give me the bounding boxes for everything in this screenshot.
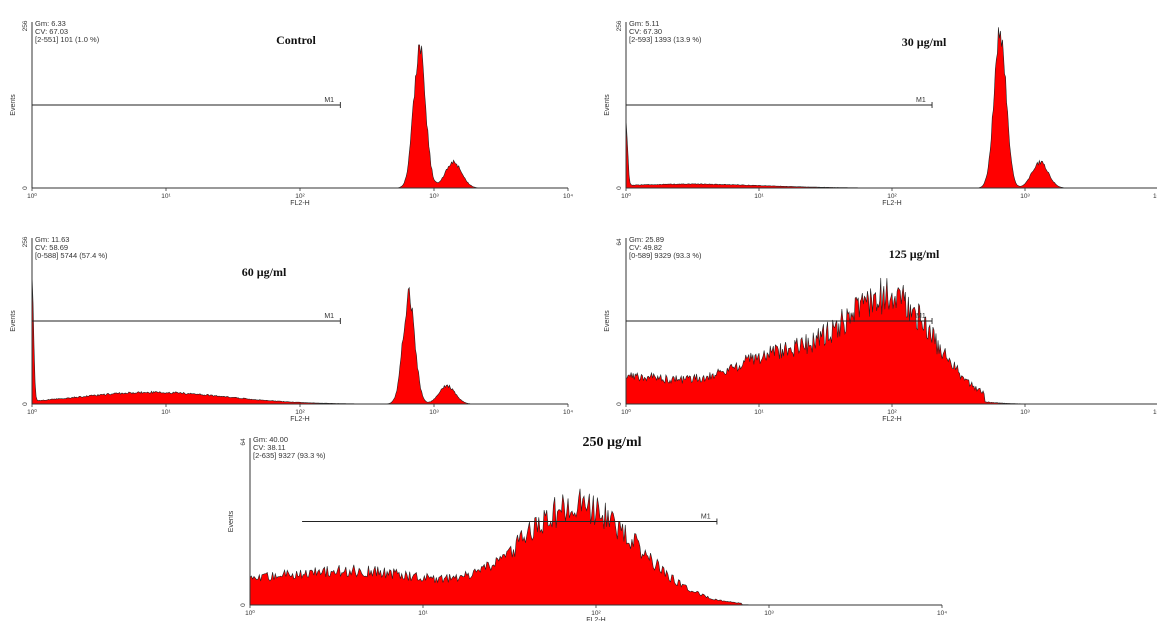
stats-gm: Gm: 5.11 [629, 19, 659, 28]
y-tick-label: 256 [22, 236, 29, 247]
histogram-area [625, 27, 1157, 189]
histogram-panel-1: 10⁰ 10¹ 10² 10³ 10⁴ 0 256 FL2-H Events M1 Gm: 6.33… [0, 12, 580, 212]
histogram-panel-2: 10⁰ 10¹ 10² 10³ 10⁴ 0 256 FL2-H Events M1 Gm: 5.11… [596, 12, 1157, 212]
x-tick-label: 10² [295, 409, 305, 416]
y-axis-title: Events [604, 310, 611, 332]
y-tick-label: 64 [616, 238, 623, 246]
x-tick-label: 10⁴ [937, 610, 947, 617]
histogram-area [249, 488, 942, 606]
stats-cv: CV: 58.69 [35, 243, 68, 252]
y-tick-label: 0 [616, 402, 623, 406]
x-axis-title: FL2-H [882, 200, 901, 207]
y-tick-label: 0 [22, 402, 29, 406]
x-tick-label: 10¹ [754, 409, 764, 416]
y-axis-title: Events [10, 310, 17, 332]
y-tick-label: 64 [240, 438, 247, 446]
x-axis-title: FL2-H [290, 416, 309, 423]
stats-gate: [2-635] 9327 (93.3 %) [253, 451, 326, 460]
histogram-svg: 10⁰ 10¹ 10² 10³ 10⁴ 0 256 FL2-H Events M1 Gm: 11.6… [10, 235, 573, 423]
x-tick-label: 10² [295, 193, 305, 200]
panel-title: 30 µg/ml [902, 35, 947, 49]
m1-marker-label: M1 [916, 97, 926, 104]
m1-marker-label: M1 [916, 313, 926, 320]
stats-gm: Gm: 6.33 [35, 19, 66, 28]
histogram-area [625, 277, 1157, 405]
y-tick-label: 0 [22, 186, 29, 190]
histogram-panel-5: 10⁰ 10¹ 10² 10³ 10⁴ 0 64 FL2-H Events M1 Gm: 40.00… [222, 428, 962, 621]
m1-marker-label: M1 [324, 313, 334, 320]
stats-gate: [0-589] 9329 (93.3 %) [629, 251, 702, 260]
panel-title: 250 µg/ml [582, 435, 641, 450]
x-axis-title: FL2-H [586, 617, 605, 621]
histogram-svg: 10⁰ 10¹ 10² 10³ 10⁴ 0 64 FL2-H Events M1 Gm: 40.00… [228, 435, 947, 621]
histogram-area [31, 273, 568, 405]
x-tick-label: 10⁰ [245, 609, 255, 617]
histogram-svg: 10⁰ 10¹ 10² 10³ 10⁴ 0 256 FL2-H Events M1 Gm: 5.11… [604, 19, 1157, 207]
histogram-svg: 10⁰ 10¹ 10² 10³ 10⁴ 0 64 FL2-H Events M1 Gm: 25.89… [604, 235, 1157, 423]
x-tick-label: 10² [887, 409, 897, 416]
x-tick-label: 10⁰ [27, 408, 37, 416]
stats-cv: CV: 49.82 [629, 243, 662, 252]
stats-gate: [2-593] 1393 (13.9 %) [629, 35, 702, 44]
m1-marker-label: M1 [701, 514, 711, 521]
stats-cv: CV: 67.30 [629, 27, 662, 36]
x-tick-label: 10⁴ [1153, 409, 1157, 416]
x-tick-label: 10³ [1020, 193, 1030, 200]
x-axis-title: FL2-H [882, 416, 901, 423]
x-tick-label: 10³ [429, 409, 439, 416]
x-tick-label: 10¹ [161, 193, 171, 200]
stats-gate: [2-551] 101 (1.0 %) [35, 35, 100, 44]
histogram-panel-3: 10⁰ 10¹ 10² 10³ 10⁴ 0 256 FL2-H Events M1 Gm: 11.6… [0, 228, 580, 428]
x-tick-label: 10⁰ [621, 192, 631, 200]
x-tick-label: 10⁴ [1153, 193, 1157, 200]
histogram-area [32, 44, 568, 189]
x-tick-label: 10² [591, 610, 601, 617]
panel-title: 60 µg/ml [242, 265, 287, 279]
stats-cv: CV: 67.03 [35, 27, 68, 36]
histogram-panel-4: 10⁰ 10¹ 10² 10³ 10⁴ 0 64 FL2-H Events M1 Gm: 25.89… [596, 228, 1157, 428]
histogram-svg: 10⁰ 10¹ 10² 10³ 10⁴ 0 256 FL2-H Events M1 Gm: 6.33… [10, 19, 573, 207]
x-tick-label: 10³ [429, 193, 439, 200]
x-tick-label: 10⁴ [563, 193, 573, 200]
x-tick-label: 10¹ [418, 610, 428, 617]
stats-gm: Gm: 40.00 [253, 435, 288, 444]
x-tick-label: 10² [887, 193, 897, 200]
x-tick-label: 10⁴ [563, 409, 573, 416]
stats-gm: Gm: 11.63 [35, 235, 69, 244]
stats-cv: CV: 38.11 [253, 443, 286, 452]
x-tick-label: 10³ [764, 610, 774, 617]
y-tick-label: 256 [616, 20, 623, 31]
x-tick-label: 10⁰ [27, 192, 37, 200]
y-axis-title: Events [228, 510, 235, 532]
panel-title: 125 µg/ml [889, 247, 940, 261]
y-tick-label: 0 [616, 186, 623, 190]
y-tick-label: 0 [240, 603, 247, 607]
x-tick-label: 10¹ [161, 409, 171, 416]
y-axis-title: Events [604, 94, 611, 116]
x-tick-label: 10³ [1020, 409, 1030, 416]
x-tick-label: 10⁰ [621, 408, 631, 416]
x-axis-title: FL2-H [290, 200, 309, 207]
y-axis-title: Events [10, 94, 17, 116]
y-tick-label: 256 [22, 20, 29, 31]
stats-gate: [0-588] 5744 (57.4 %) [35, 251, 108, 260]
x-tick-label: 10¹ [754, 193, 764, 200]
panel-title: Control [276, 33, 316, 47]
m1-marker-label: M1 [324, 97, 334, 104]
stats-gm: Gm: 25.89 [629, 235, 664, 244]
